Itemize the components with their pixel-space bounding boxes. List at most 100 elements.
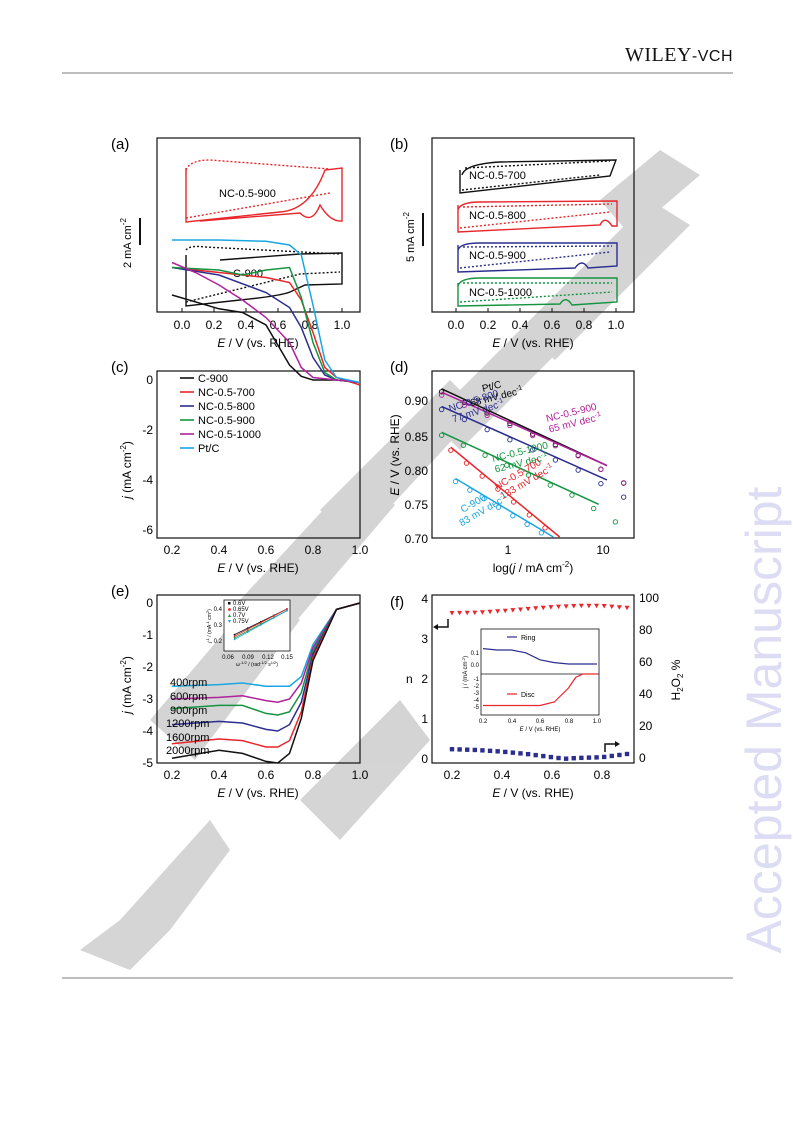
rpm-label: 400rpm — [170, 677, 207, 689]
panel-f-inset-xlabel: E / V (vs. RHE) — [520, 727, 561, 733]
panel-f-ytick-right: 80 — [639, 623, 653, 637]
panel-b-xtick: 0.4 — [512, 318, 529, 332]
h2o2-point — [472, 747, 478, 753]
panel-e-ytick: -4 — [142, 724, 153, 738]
kl-point — [272, 616, 275, 619]
panel-f-inset-series — [482, 648, 597, 707]
panel-c-frame — [156, 370, 361, 539]
inset-legend-label: 0.75V — [233, 619, 249, 625]
inset-xtick: 0.06 — [222, 655, 234, 661]
tafel-point — [482, 452, 488, 458]
legend-label-nc900: NC-0.5-900 — [198, 415, 255, 427]
tafel-fit-nc-0-5-900 — [441, 391, 608, 467]
panel-f-inset: Ring Disc 0.1 0.0 -1 -2 -3 -4 -5 0.2 0.4… — [461, 628, 602, 733]
panel-c-xtick: 1.0 — [352, 543, 369, 557]
series-line-c-900 — [171, 294, 361, 384]
panel-f-ytick-right: 60 — [639, 655, 653, 669]
tafel-point — [591, 505, 597, 512]
tafel-label-nc800: NC-0.5-80077 mV dec-1 — [448, 388, 506, 426]
h2o2-point — [601, 754, 607, 760]
panel-f-xtick: 0.8 — [594, 768, 611, 782]
left-axis-arrowhead-icon — [433, 624, 438, 630]
h2o2-point — [503, 749, 508, 755]
tafel-point — [621, 494, 627, 500]
panel-d-series — [438, 388, 627, 538]
panel-e-frame — [156, 594, 361, 764]
panel-e-xlabel: E / V (vs. RHE) — [217, 786, 298, 800]
tafel-point — [525, 472, 532, 478]
tafel-point — [438, 389, 445, 395]
panel-c-ylabel: j (mA cm-2) — [119, 441, 134, 501]
electron-number-point — [624, 605, 630, 611]
inset-ytick: 0.0 — [471, 663, 480, 669]
panel-c-xtick: 0.4 — [211, 543, 228, 557]
rpm-label: 2000rpm — [166, 745, 209, 757]
tafel-point — [524, 521, 530, 527]
tafel-point — [448, 447, 454, 453]
header-rule — [62, 72, 733, 74]
panel-d-xtick: 1 — [505, 543, 512, 557]
electron-number-point — [472, 610, 478, 616]
panel-f-xlabel: E / V (vs. RHE) — [492, 786, 573, 800]
electron-number-point — [525, 606, 531, 612]
panel-e-ytick: 0 — [146, 596, 153, 610]
panel-e-inset-frame — [223, 599, 291, 652]
h2o2-point — [586, 755, 592, 760]
rpm-label: 1600rpm — [166, 732, 209, 744]
tafel-fit-c-900 — [455, 477, 554, 538]
electron-number-point — [487, 609, 493, 615]
panel-e-xtick: 1.0 — [352, 768, 369, 782]
panel-e-inset-yticks: 0.4 0.3 0.2 — [214, 607, 223, 645]
inset-legend-swatch — [228, 602, 231, 605]
tafel-point — [529, 447, 536, 453]
publisher-name: WILEY — [624, 44, 692, 66]
panel-c-xtick: 0.6 — [258, 543, 275, 557]
panel-c-series — [171, 239, 361, 386]
panel-f-xticks: 0.2 0.4 0.6 0.8 — [444, 768, 611, 782]
legend-label-nc800: NC-0.5-800 — [198, 401, 255, 413]
panel-d-ytick: 0.70 — [405, 532, 429, 546]
panel-b-frame — [431, 137, 635, 313]
panel-a-xlabel: E / V (vs. RHE) — [217, 336, 298, 350]
panel-b-curve-label-nc900: NC-0.5-900 — [469, 250, 526, 262]
electron-number-point — [464, 610, 470, 616]
panel-f: (f) Ring Disc 0.1 0.0 -1 -2 -3 -4 -5 — [390, 591, 685, 800]
kl-point — [233, 636, 236, 639]
inset-legend-label: 0.6V — [233, 601, 245, 607]
panel-b-xtick: 0.6 — [544, 318, 561, 332]
panel-b-xlabel: E / V (vs. RHE) — [492, 336, 573, 350]
panel-a-xtick: 0.0 — [174, 318, 191, 332]
panel-e-label: (e) — [111, 583, 129, 600]
panel-e-ylabel: j (mA cm-2) — [119, 656, 134, 716]
panel-b-curve-nc800 — [457, 200, 618, 233]
panel-e-ytick: -2 — [142, 660, 153, 674]
panel-c-xticks: 0.2 0.4 0.6 0.8 1.0 — [164, 543, 369, 557]
panel-f-ylabel-right: H2O2 % — [669, 659, 685, 700]
panel-e-series — [171, 602, 361, 764]
panel-d-annotations: Pt/C68 mV dec-1 NC-0.5-90065 mV dec-1 NC… — [448, 380, 602, 530]
panel-a-curve-label-nc900: NC-0.5-900 — [219, 188, 276, 200]
panel-f-ytick-right: 0 — [639, 751, 646, 765]
wiley-diagonal-watermark — [80, 150, 700, 970]
tafel-point — [547, 482, 553, 488]
electron-number-point — [548, 605, 554, 610]
tafel-point — [495, 504, 502, 510]
panel-e-rpm-labels: 400rpm 600rpm 900rpm 1200rpm 1600rpm 200… — [166, 677, 209, 757]
disc-current-line — [483, 673, 597, 707]
h2o2-point — [617, 752, 622, 758]
panel-c-ytick: -4 — [142, 473, 153, 487]
panel-c-yticks: 0 -2 -4 -6 — [142, 373, 153, 537]
tafel-point — [621, 480, 627, 486]
panel-e-xtick: 0.6 — [258, 768, 275, 782]
h2o2-point — [510, 750, 516, 755]
kl-point — [286, 608, 288, 610]
rpm-label: 1200rpm — [166, 718, 209, 730]
panel-b-curve-nc700 — [459, 159, 618, 194]
panel-c-ytick: -2 — [142, 423, 153, 437]
panel-b-xticks: 0.0 0.2 0.4 0.6 0.8 1.0 — [448, 318, 625, 332]
inset-legend-swatch — [228, 614, 231, 617]
panel-f-inset-xticks: 0.2 0.4 0.6 0.8 1.0 — [479, 719, 602, 725]
electron-number-point — [540, 605, 546, 611]
inset-xtick: 0.09 — [242, 655, 254, 661]
tafel-point — [463, 460, 470, 466]
